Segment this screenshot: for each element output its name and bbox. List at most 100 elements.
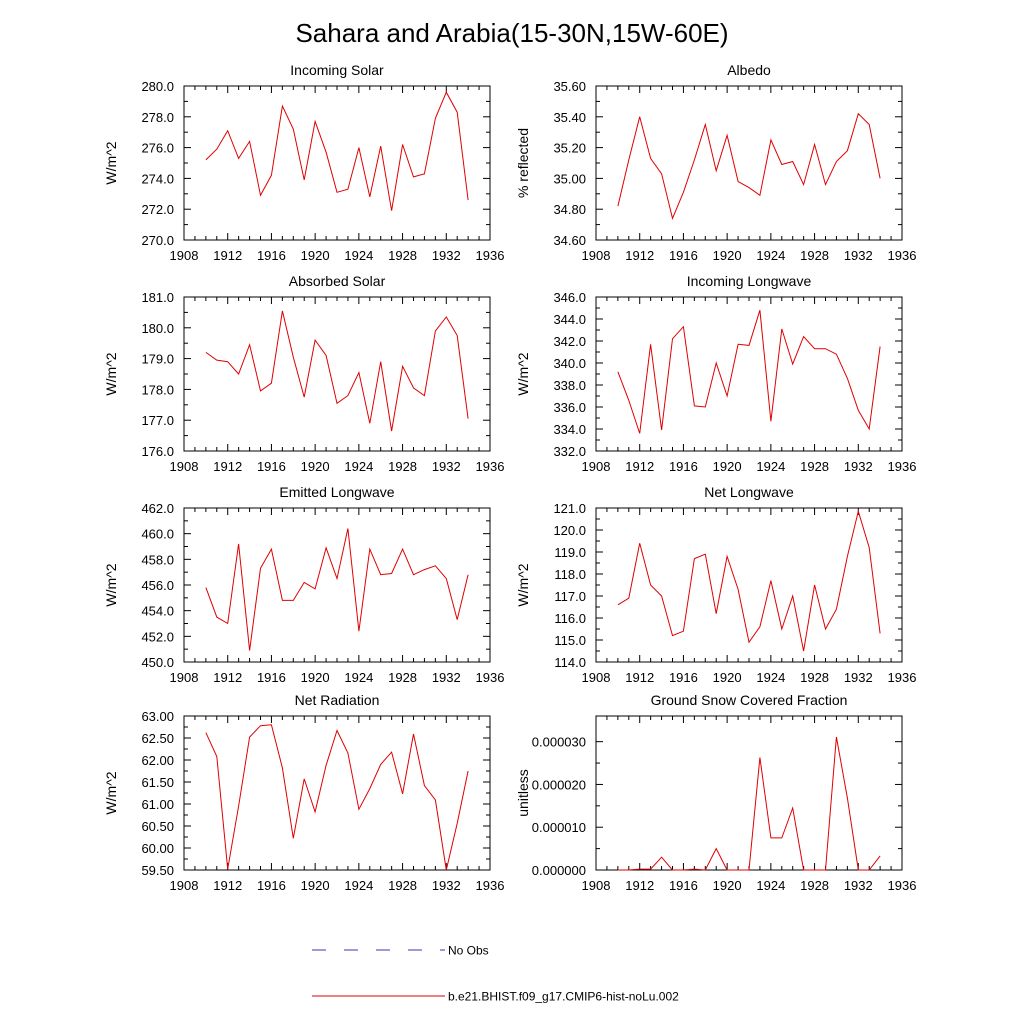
y-tick-label: 332.0 [553, 444, 586, 459]
y-tick-label: 278.0 [141, 110, 174, 125]
panel-net-longwave: Net Longwave W/m^2 1908 1912 1916 1920 1924 192… [515, 484, 916, 685]
x-tick-label: 1928 [388, 670, 417, 685]
x-tick-label: 1912 [213, 670, 242, 685]
x-tick-label: 1912 [625, 670, 654, 685]
x-tick-label: 1916 [669, 248, 698, 263]
panel-albedo: Albedo % reflected 1908 1912 1916 1920 1924 192… [515, 62, 916, 263]
x-tick-label: 1912 [213, 459, 242, 474]
x-tick-label: 1924 [756, 248, 785, 263]
x-tick-label: 1916 [257, 459, 286, 474]
x-tick-label: 1932 [844, 878, 873, 893]
series-line-emitted-longwave [205, 528, 469, 651]
y-tick-label: 121.0 [553, 501, 586, 516]
y-tick-label: 117.0 [554, 589, 586, 604]
x-tick-label: 1908 [582, 670, 611, 685]
x-tick-label: 1916 [257, 670, 286, 685]
panel-title: Emitted Longwave [279, 484, 394, 500]
panel-title: Ground Snow Covered Fraction [651, 692, 848, 708]
y-tick-label: 60.00 [141, 841, 174, 856]
x-tick-label: 1936 [888, 878, 917, 893]
x-tick-label: 1912 [625, 878, 654, 893]
y-tick-label: 181.0 [141, 290, 174, 305]
y-tick-label: 35.20 [553, 141, 586, 156]
panel-title: Incoming Solar [290, 62, 384, 78]
x-tick-label: 1928 [388, 459, 417, 474]
y-tick-label: 35.60 [553, 79, 586, 94]
x-tick-label: 1928 [800, 459, 829, 474]
series-line-incoming-solar [205, 91, 469, 211]
x-tick-label: 1936 [888, 459, 917, 474]
y-tick-label: 116.0 [554, 611, 586, 626]
x-tick-label: 1912 [625, 248, 654, 263]
y-tick-label: 118.0 [554, 567, 586, 582]
y-tick-label: 450.0 [141, 655, 174, 670]
y-tick-label: 340.0 [553, 356, 586, 371]
x-tick-label: 1936 [476, 459, 505, 474]
x-tick-label: 1924 [756, 670, 785, 685]
y-tick-label: 274.0 [141, 171, 174, 186]
panel-ground-snow-covered-fraction: Ground Snow Covered Fraction unitless 1908… [515, 692, 916, 893]
y-tick-label: 176.0 [141, 444, 174, 459]
panel-net-radiation: Net Radiation W/m^2 1908 1912 1916 1920 1924 19… [103, 692, 504, 893]
y-tick-label: 180.0 [141, 321, 174, 336]
panel-absorbed-solar: Absorbed Solar W/m^2 1908 1912 1916 1920 1924 1… [103, 273, 504, 474]
y-tick-label: 338.0 [553, 378, 586, 393]
y-tick-label: 346.0 [553, 290, 586, 305]
x-tick-label: 1908 [170, 878, 199, 893]
x-tick-label: 1916 [257, 248, 286, 263]
y-tick-label: 0.000030 [532, 735, 586, 750]
y-axis-label: unitless [515, 769, 531, 816]
y-axis-label: % reflected [515, 128, 531, 198]
y-tick-label: 62.00 [141, 753, 174, 768]
y-tick-label: 452.0 [141, 629, 174, 644]
figure-title: Sahara and Arabia(15-30N,15W-60E) [295, 18, 728, 48]
y-tick-label: 462.0 [141, 501, 174, 516]
x-tick-label: 1932 [432, 459, 461, 474]
x-tick-label: 1928 [388, 248, 417, 263]
y-axis-label: W/m^2 [515, 563, 531, 606]
y-tick-label: 0.000020 [532, 777, 586, 792]
x-tick-label: 1920 [713, 248, 742, 263]
y-tick-label: 34.80 [553, 202, 586, 217]
y-tick-label: 460.0 [141, 527, 174, 542]
x-tick-label: 1932 [432, 878, 461, 893]
x-tick-label: 1916 [669, 670, 698, 685]
y-axis-label: W/m^2 [103, 563, 119, 606]
x-tick-label: 1928 [800, 670, 829, 685]
x-tick-label: 1912 [213, 878, 242, 893]
x-tick-label: 1916 [257, 878, 286, 893]
panel-title: Net Longwave [704, 484, 794, 500]
y-tick-label: 0.000000 [532, 863, 586, 878]
x-tick-label: 1916 [669, 459, 698, 474]
y-tick-label: 276.0 [141, 141, 174, 156]
x-tick-label: 1908 [582, 878, 611, 893]
y-tick-label: 458.0 [141, 552, 174, 567]
x-tick-label: 1924 [344, 878, 373, 893]
y-tick-label: 35.40 [553, 110, 586, 125]
panel-emitted-longwave: Emitted Longwave W/m^2 1908 1912 1916 1920 192… [103, 484, 504, 685]
series-line-ground-snow-covered-fraction [617, 736, 881, 871]
y-tick-label: 59.50 [141, 863, 174, 878]
x-tick-label: 1920 [713, 670, 742, 685]
x-tick-label: 1908 [170, 459, 199, 474]
x-tick-label: 1920 [713, 459, 742, 474]
panel-title: Incoming Longwave [687, 273, 812, 289]
y-tick-label: 34.60 [553, 233, 586, 248]
panel-title: Albedo [727, 62, 771, 78]
y-tick-label: 61.00 [141, 797, 174, 812]
x-tick-label: 1932 [432, 248, 461, 263]
panel-incoming-longwave: Incoming Longwave W/m^2 1908 1912 1916 1920 19… [515, 273, 916, 474]
y-tick-label: 177.0 [141, 413, 174, 428]
series-line-net-longwave [617, 509, 881, 652]
panel-incoming-solar: Incoming Solar W/m^2 1908 1912 1916 1920 1924 1… [103, 62, 504, 263]
panel-title: Net Radiation [295, 692, 380, 708]
series-line-albedo [617, 112, 881, 220]
x-tick-label: 1932 [432, 670, 461, 685]
x-tick-label: 1928 [388, 878, 417, 893]
y-tick-label: 272.0 [141, 202, 174, 217]
x-tick-label: 1936 [888, 670, 917, 685]
y-tick-label: 336.0 [553, 400, 586, 415]
y-axis-label: W/m^2 [515, 352, 531, 395]
x-tick-label: 1920 [301, 459, 330, 474]
